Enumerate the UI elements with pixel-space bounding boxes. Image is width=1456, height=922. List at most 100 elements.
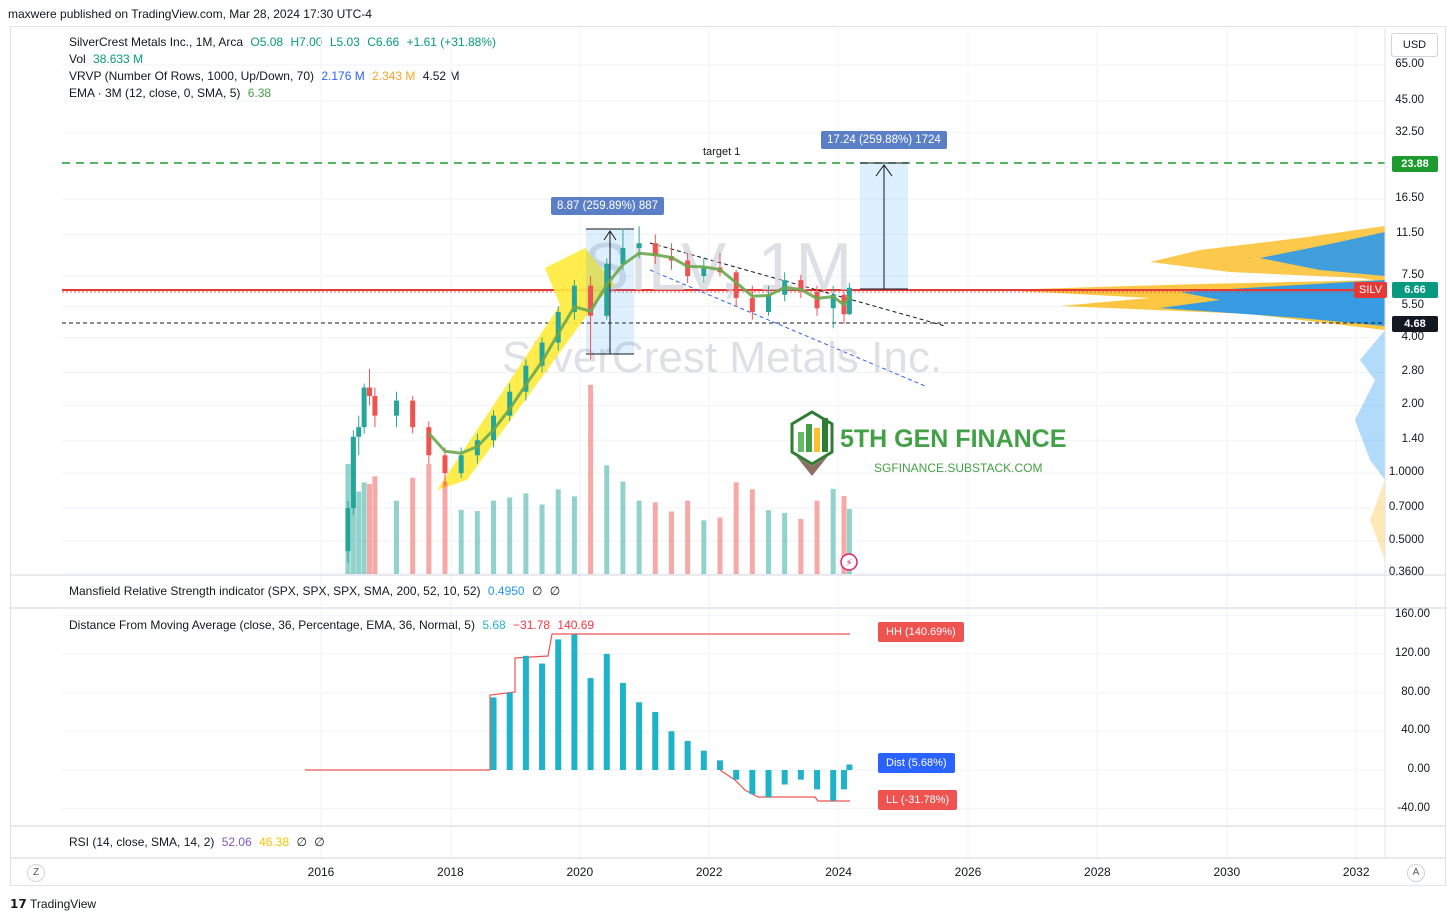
volume-bar	[507, 497, 513, 574]
legend-vol-row: Vol 38.633 M	[69, 52, 147, 66]
legend-open: O5.08	[250, 35, 284, 49]
dma-bar	[830, 770, 837, 801]
candle-body	[846, 287, 852, 315]
volume-bar	[372, 476, 378, 574]
dma-bar	[539, 663, 546, 770]
volume-bar	[491, 500, 497, 574]
volume-bar	[442, 481, 448, 574]
volume-bar	[571, 496, 577, 574]
candle-body	[766, 294, 772, 312]
dist-tag: Dist (5.68%)	[878, 753, 955, 773]
auto-scale-button[interactable]: A	[1407, 864, 1425, 882]
legend-high: H7.00	[290, 35, 323, 49]
dma-bar	[603, 653, 610, 770]
horizontal-gridlines	[62, 64, 1385, 574]
legend-vrvp-up: 2.176 M	[321, 69, 365, 83]
dma-bar	[522, 655, 529, 770]
candle-body	[426, 427, 432, 456]
volume-profile	[1000, 226, 1385, 560]
candle-body	[410, 400, 416, 428]
tradingview-brand: 𝟭𝟳 TradingView	[10, 897, 96, 911]
candle-body	[798, 280, 804, 292]
dma-legend: Distance From Moving Average (close, 36,…	[69, 618, 598, 632]
legend-vrvp-label[interactable]: VRVP (Number Of Rows, 1000, Up/Down, 70)	[69, 69, 314, 83]
volume-bar	[685, 500, 691, 574]
price-axis-label: 16.50	[1395, 192, 1424, 205]
dma-ll-line	[719, 769, 850, 802]
volume-bar	[350, 437, 356, 574]
legend-ema-value: 6.38	[247, 86, 272, 100]
candle-body	[372, 396, 378, 416]
dma-value: 5.68	[482, 618, 506, 632]
volume-bar	[345, 464, 351, 574]
legend-vol-value: 38.633 M	[93, 52, 144, 66]
rsi-label[interactable]: RSI (14, close, SMA, 14, 2)	[69, 835, 215, 849]
time-axis-label: 2032	[1342, 865, 1370, 879]
candle-body	[733, 272, 739, 298]
volume-bar	[782, 512, 788, 574]
legend-ema-label[interactable]: EMA · 3M (12, close, 0, SMA, 5)	[69, 86, 241, 100]
dma-bar	[716, 760, 723, 770]
dma-bar	[652, 711, 659, 770]
z-button[interactable]: Z	[27, 864, 45, 882]
event-icon	[840, 553, 858, 571]
legend-symbol-row: SilverCrest Metals Inc., 1M, Arca O5.08 …	[69, 35, 500, 49]
hh-tag: HH (140.69%)	[878, 622, 964, 642]
ll-tag: LL (-31.78%)	[878, 790, 958, 810]
price-axis-label: 4.00	[1401, 330, 1424, 343]
rsi-value: 52.06	[221, 835, 252, 849]
time-axis-label: 2028	[1084, 865, 1111, 879]
rsi-v4: ∅	[314, 835, 325, 849]
symbol-tag: SILV	[1354, 282, 1388, 298]
rsi-v3: ∅	[296, 835, 307, 849]
vp-low-up	[1355, 330, 1385, 480]
dma-gridlines	[62, 614, 1385, 810]
logo: 5TH GEN FINANCE SGFINANCE.SUBSTACK.COM	[790, 410, 1066, 476]
volume-bar	[539, 504, 545, 574]
volume-bar	[393, 500, 399, 574]
dma-axis-label: 160.00	[1394, 608, 1430, 621]
measure-box-1-head	[603, 230, 617, 241]
price-axis-label: 0.7000	[1388, 500, 1424, 513]
dma-bar	[555, 639, 562, 770]
price-axis-label: 11.50	[1396, 227, 1424, 240]
support-price-tag: 4.68	[1392, 316, 1438, 332]
candle-body	[701, 267, 707, 277]
ema-line	[427, 251, 851, 455]
mansfield-v3: ∅	[549, 584, 561, 598]
volume-bar	[620, 481, 626, 574]
legend-symbol[interactable]: SilverCrest Metals Inc., 1M, Arca	[69, 35, 244, 49]
candle-body	[814, 291, 820, 309]
dma-bar	[840, 770, 847, 790]
candle-body	[458, 455, 464, 474]
legend-vol-label[interactable]: Vol	[69, 52, 86, 66]
volume-bar	[458, 509, 464, 574]
vertical-gridlines	[320, 28, 1357, 860]
dma-axis-label: 0.00	[1407, 763, 1430, 775]
time-axis-label: 2024	[825, 865, 852, 879]
dma-bar	[619, 682, 626, 770]
candle-body	[652, 243, 658, 257]
volume-bar	[588, 384, 594, 574]
dma-hh-line	[489, 633, 850, 770]
dma-bar	[587, 678, 594, 770]
dma-label[interactable]: Distance From Moving Average (close, 36,…	[69, 618, 475, 632]
candle-body	[393, 400, 399, 416]
currency-button[interactable]: USD	[1391, 33, 1438, 57]
volume-bar	[798, 519, 804, 574]
candle-body	[555, 311, 561, 343]
candle-body	[588, 285, 594, 316]
tradingview-logo-icon: 𝟭𝟳	[10, 897, 27, 911]
last-price-tag: 6.66	[1392, 282, 1438, 298]
volume-bar	[749, 489, 755, 574]
dma-bar	[797, 770, 804, 780]
volume-bar	[356, 491, 362, 574]
lightning-icon: ⚡	[845, 558, 852, 569]
candle-body	[367, 387, 373, 397]
dma-bar	[765, 770, 772, 798]
price-axis-label: 0.3600	[1388, 566, 1424, 578]
volume-bar	[426, 464, 432, 574]
dma-bar	[846, 764, 853, 770]
mansfield-label[interactable]: Mansfield Relative Strength indicator (S…	[69, 584, 481, 598]
